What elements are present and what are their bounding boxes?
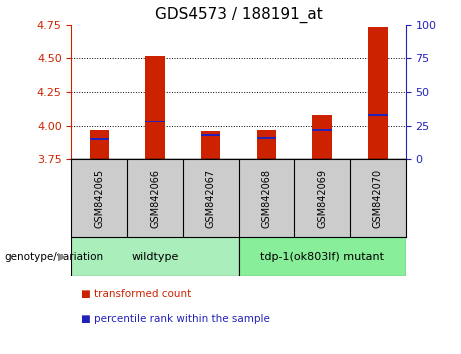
Bar	[313, 115, 332, 159]
Text: genotype/variation: genotype/variation	[5, 252, 104, 262]
Text: GSM842068: GSM842068	[261, 169, 272, 228]
Bar	[257, 130, 276, 159]
Bar	[257, 137, 276, 138]
Bar	[201, 134, 220, 136]
Bar	[368, 114, 388, 116]
Bar	[89, 138, 109, 140]
Text: ■ percentile rank within the sample: ■ percentile rank within the sample	[81, 314, 270, 324]
Bar	[313, 129, 332, 131]
Text: wildtype: wildtype	[131, 252, 179, 262]
Bar	[145, 121, 165, 122]
Text: GSM842065: GSM842065	[95, 169, 104, 228]
Bar	[238, 237, 406, 276]
Bar	[71, 237, 239, 276]
Text: GSM842070: GSM842070	[373, 169, 383, 228]
Text: tdp-1(ok803lf) mutant: tdp-1(ok803lf) mutant	[260, 252, 384, 262]
Bar	[145, 56, 165, 159]
Text: GSM842069: GSM842069	[317, 169, 327, 228]
Title: GDS4573 / 188191_at: GDS4573 / 188191_at	[155, 7, 322, 23]
Text: GSM842066: GSM842066	[150, 169, 160, 228]
Text: ■ transformed count: ■ transformed count	[81, 289, 191, 299]
Bar	[201, 131, 220, 159]
Text: ▶: ▶	[59, 252, 67, 262]
Bar	[368, 28, 388, 159]
Text: GSM842067: GSM842067	[206, 169, 216, 228]
Bar	[89, 130, 109, 159]
